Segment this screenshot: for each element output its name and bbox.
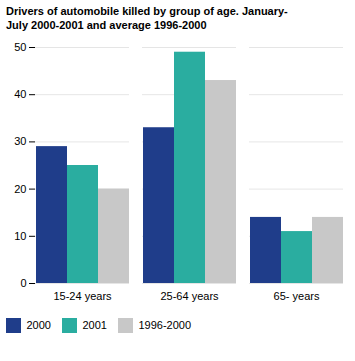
svg-text:30: 30 <box>14 135 26 147</box>
svg-text:65- years: 65- years <box>274 290 320 302</box>
svg-text:20: 20 <box>14 182 26 194</box>
svg-text:0: 0 <box>20 277 26 289</box>
html-text:Drivers of automobile killed b: Drivers of automobile killed by group of… <box>6 5 288 17</box>
svg-text:40: 40 <box>14 88 26 100</box>
svg-text:15-24 years: 15-24 years <box>53 290 112 302</box>
svg-text:50: 50 <box>14 41 26 53</box>
svg-text:25-64 years: 25-64 years <box>160 290 219 302</box>
html-text:2001: 2001 <box>82 319 107 332</box>
svg-text:10: 10 <box>14 229 26 241</box>
html-text:2000: 2000 <box>26 319 51 332</box>
html-text:July 2000-2001 and average 199: July 2000-2001 and average 1996-2000 <box>6 19 207 32</box>
html-text:1996-2000: 1996-2000 <box>138 319 192 332</box>
